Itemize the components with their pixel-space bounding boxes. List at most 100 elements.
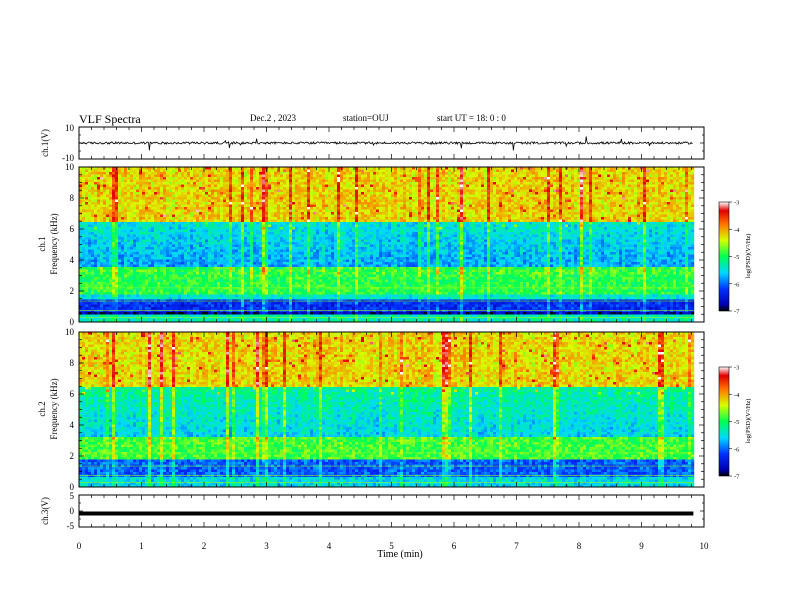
spectrogram-cell — [280, 315, 283, 318]
spectrogram-cell — [289, 245, 292, 248]
spectrogram-cell — [265, 287, 268, 290]
spectrogram-cell — [211, 227, 214, 230]
spectrogram-cell — [286, 172, 289, 175]
spectrogram-cell — [265, 237, 268, 240]
spectrogram-cell — [295, 282, 298, 285]
spectrogram-cell — [286, 175, 289, 178]
spectrogram-cell — [235, 227, 238, 230]
spectrogram-cell — [244, 302, 247, 305]
spectrogram-cell — [121, 272, 124, 275]
spectrogram-cell — [301, 292, 304, 295]
spectrogram-cell — [82, 247, 85, 250]
spectrogram-cell — [88, 252, 91, 255]
spectrogram-cell — [223, 232, 226, 235]
spectrogram-cell — [268, 205, 271, 208]
spectrogram-cell — [223, 205, 226, 208]
spectrogram-cell — [232, 315, 235, 318]
spectrogram-cell — [172, 262, 175, 265]
spectrogram-cell — [214, 277, 217, 280]
spectrogram-cell — [259, 310, 262, 313]
spectrogram-cell — [193, 212, 196, 215]
spectrogram-cell — [229, 172, 232, 175]
spectrogram-cell — [295, 240, 298, 243]
spectrogram-cell — [184, 197, 187, 200]
spectrogram-cell — [127, 177, 130, 180]
spectrogram-cell — [109, 230, 112, 233]
spectrogram-cell — [226, 232, 229, 235]
spectrogram-cell — [277, 247, 280, 250]
spectrogram-cell — [229, 315, 232, 318]
spectrogram-cell — [175, 272, 178, 275]
spectrogram-cell — [118, 222, 121, 225]
spectrogram-cell — [160, 260, 163, 263]
spectrogram-cell — [265, 222, 268, 225]
spectrogram-cell — [211, 210, 214, 213]
spectrogram-cell — [151, 172, 154, 175]
spectrogram-cell — [160, 285, 163, 288]
spectrogram-cell — [304, 250, 307, 253]
spectrogram-cell — [124, 225, 127, 228]
spectrogram-cell — [208, 265, 211, 268]
spectrogram-cell — [304, 260, 307, 263]
spectrogram-cell — [202, 267, 205, 270]
spectrogram-cell — [310, 237, 313, 240]
spectrogram-cell — [169, 310, 172, 313]
spectrogram-cell — [190, 265, 193, 268]
spectrogram-cell — [82, 302, 85, 305]
spectrogram-cell — [310, 252, 313, 255]
spectrogram-cell — [211, 237, 214, 240]
spectrogram-cell — [268, 277, 271, 280]
spectrogram-cell — [286, 242, 289, 245]
spectrogram-cell — [157, 290, 160, 293]
spectrogram-cell — [94, 315, 97, 318]
spectrogram-cell — [91, 212, 94, 215]
spectrogram-cell — [142, 225, 145, 228]
spectrogram-cell — [151, 222, 154, 225]
spectrogram-cell — [259, 292, 262, 295]
spectrogram-cell — [193, 235, 196, 238]
spectrogram-cell — [292, 177, 295, 180]
spectrogram-cell — [277, 307, 280, 310]
spectrogram-cell — [184, 232, 187, 235]
spectrogram-cell — [157, 185, 160, 188]
spectrogram-cell — [184, 275, 187, 278]
spectrogram-cell — [253, 240, 256, 243]
spectrogram-cell — [136, 285, 139, 288]
spectrogram-cell — [289, 202, 292, 205]
spectrogram-cell — [250, 175, 253, 178]
spectrogram-cell — [85, 225, 88, 228]
spectrogram-cell — [253, 175, 256, 178]
spectrogram-cell — [169, 252, 172, 255]
spectrogram-cell — [253, 287, 256, 290]
spectrogram-cell — [313, 170, 316, 173]
spectrogram-cell — [154, 295, 157, 298]
spectrogram-cell — [115, 240, 118, 243]
spectrogram-cell — [199, 212, 202, 215]
spectrogram-cell — [184, 215, 187, 218]
spectrogram-cell — [235, 202, 238, 205]
spectrogram-cell — [160, 220, 163, 223]
spectrogram-cell — [307, 205, 310, 208]
spectrogram-cell — [289, 287, 292, 290]
spectrogram-cell — [142, 187, 145, 190]
spectrogram-cell — [121, 197, 124, 200]
spectrogram-cell — [103, 295, 106, 298]
spectrogram-cell — [235, 187, 238, 190]
spectrogram-cell — [193, 242, 196, 245]
spectrogram-cell — [109, 287, 112, 290]
spectrogram-cell — [229, 180, 232, 183]
spectrogram-cell — [292, 180, 295, 183]
spectrogram-cell — [295, 230, 298, 233]
spectrogram-cell — [85, 177, 88, 180]
spectrogram-cell — [91, 222, 94, 225]
spectrogram-cell — [253, 272, 256, 275]
spectrogram-cell — [304, 182, 307, 185]
spectrogram-cell — [313, 245, 316, 248]
spectrogram-cell — [187, 182, 190, 185]
spectrogram-cell — [85, 302, 88, 305]
spectrogram-cell — [193, 225, 196, 228]
spectrogram-cell — [214, 217, 217, 220]
spectrogram-cell — [151, 250, 154, 253]
spectrogram-cell — [241, 290, 244, 293]
spectrogram-cell — [187, 255, 190, 258]
